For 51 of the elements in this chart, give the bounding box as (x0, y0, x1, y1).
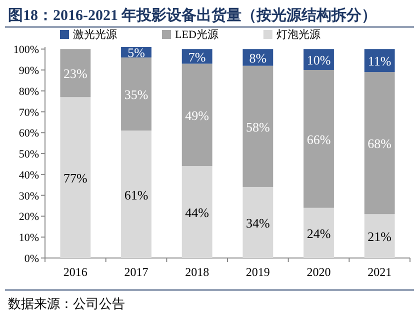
data-label: 66% (306, 132, 331, 147)
data-label: 58% (246, 119, 270, 134)
bar (182, 64, 212, 166)
legend-label: 激光光源 (73, 28, 117, 41)
data-label: 5% (128, 45, 146, 60)
x-tick-label: 2018 (185, 265, 210, 279)
bar (304, 70, 334, 208)
bar (364, 214, 395, 258)
data-label: 44% (185, 205, 210, 220)
data-label: 11% (368, 54, 392, 69)
data-label: 68% (368, 136, 392, 152)
y-tick-label: 60% (18, 128, 39, 140)
data-label: 61% (124, 187, 148, 202)
data-label: 10% (306, 52, 331, 68)
y-tick-label: 30% (18, 190, 39, 202)
data-label: 34% (246, 215, 270, 230)
bar (242, 66, 274, 187)
bar (304, 208, 334, 258)
y-tick-label: 100% (13, 44, 39, 56)
data-label: 49% (185, 108, 210, 123)
legend-label: 灯泡光源 (276, 28, 320, 41)
bar (242, 186, 274, 258)
bar (364, 72, 395, 214)
x-tick-label: 2021 (368, 265, 392, 279)
data-label: 7% (188, 49, 206, 64)
y-tick-label: 40% (18, 169, 39, 182)
data-label: 35% (124, 87, 148, 102)
y-tick-label: 90% (18, 64, 39, 77)
data-label: 21% (368, 229, 392, 244)
bar (60, 97, 91, 258)
source-note: 数据来源：公司公告 (8, 296, 125, 311)
y-tick-label: 70% (18, 106, 39, 119)
y-tick-label: 0% (24, 253, 39, 265)
data-label: 24% (306, 226, 331, 241)
data-label: 23% (63, 66, 88, 82)
data-label: 8% (249, 50, 267, 66)
bar (121, 57, 152, 131)
legend-label: LED光源 (175, 28, 218, 41)
y-tick-label: 80% (18, 86, 39, 98)
data-label: 77% (63, 170, 88, 186)
bar (182, 166, 212, 258)
x-tick-label: 2019 (246, 265, 270, 279)
chart-title: 图18：2016-2021 年投影设备出货量（按光源结构拆分） (8, 7, 377, 24)
y-tick-label: 10% (18, 232, 39, 244)
y-tick-label: 20% (18, 211, 39, 224)
y-tick-label: 50% (18, 148, 39, 161)
bar (121, 130, 152, 258)
x-tick-label: 2016 (63, 265, 88, 279)
bar (60, 49, 91, 98)
x-tick-label: 2020 (306, 265, 331, 279)
x-tick-label: 2017 (124, 265, 148, 279)
